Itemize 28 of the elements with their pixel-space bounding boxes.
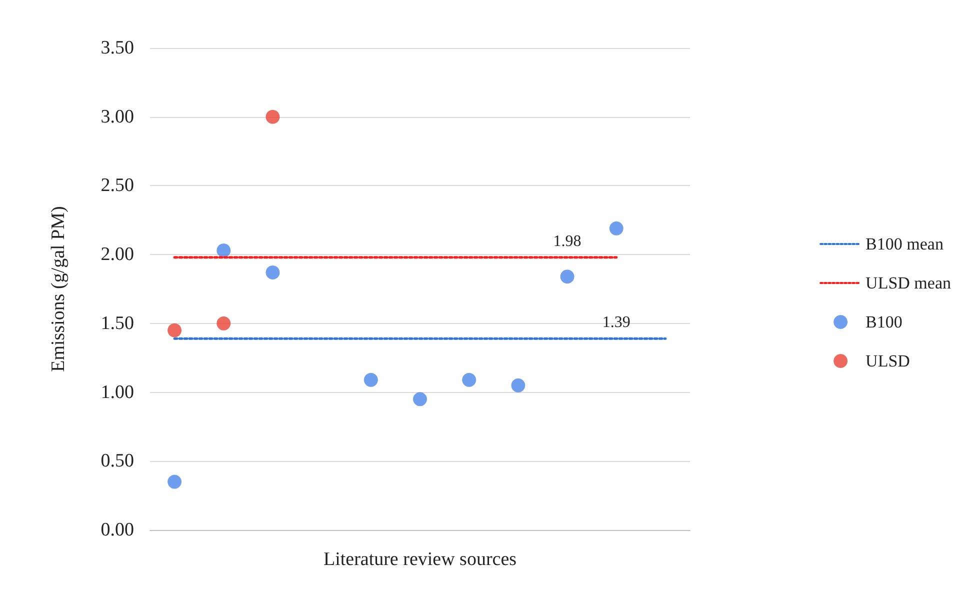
point: [168, 474, 182, 489]
point: [462, 372, 476, 387]
point: [511, 378, 526, 392]
x-axis-title: Literature review sources: [323, 549, 517, 570]
legend-label: B100: [866, 312, 902, 332]
point: [364, 372, 378, 387]
y-tick-label: 1.00: [100, 382, 134, 403]
point: [609, 221, 624, 236]
y-tick-label: 0.50: [100, 450, 134, 472]
point: [266, 265, 280, 280]
point: [560, 270, 574, 284]
y-tick-label: 3.50: [100, 38, 134, 58]
y-tick-label: 2.50: [100, 175, 134, 196]
data-label: 1.98: [553, 232, 582, 250]
legend-label: ULSD mean: [866, 274, 952, 292]
point: [266, 110, 280, 124]
data-label: 1.39: [602, 314, 630, 332]
y-tick-label: 3.00: [100, 106, 134, 128]
y-axis-title: Emissions (g/gal PM): [48, 206, 69, 372]
point: [413, 392, 427, 406]
y-tick-label: 0.00: [100, 520, 134, 540]
legend-label: B100 mean: [866, 234, 944, 254]
y-tick-label: 1.50: [100, 312, 134, 334]
point: [216, 316, 231, 330]
point: [216, 243, 231, 258]
point: [168, 323, 182, 338]
legend-label: ULSD: [866, 352, 910, 370]
y-tick-label: 2.00: [100, 244, 134, 266]
